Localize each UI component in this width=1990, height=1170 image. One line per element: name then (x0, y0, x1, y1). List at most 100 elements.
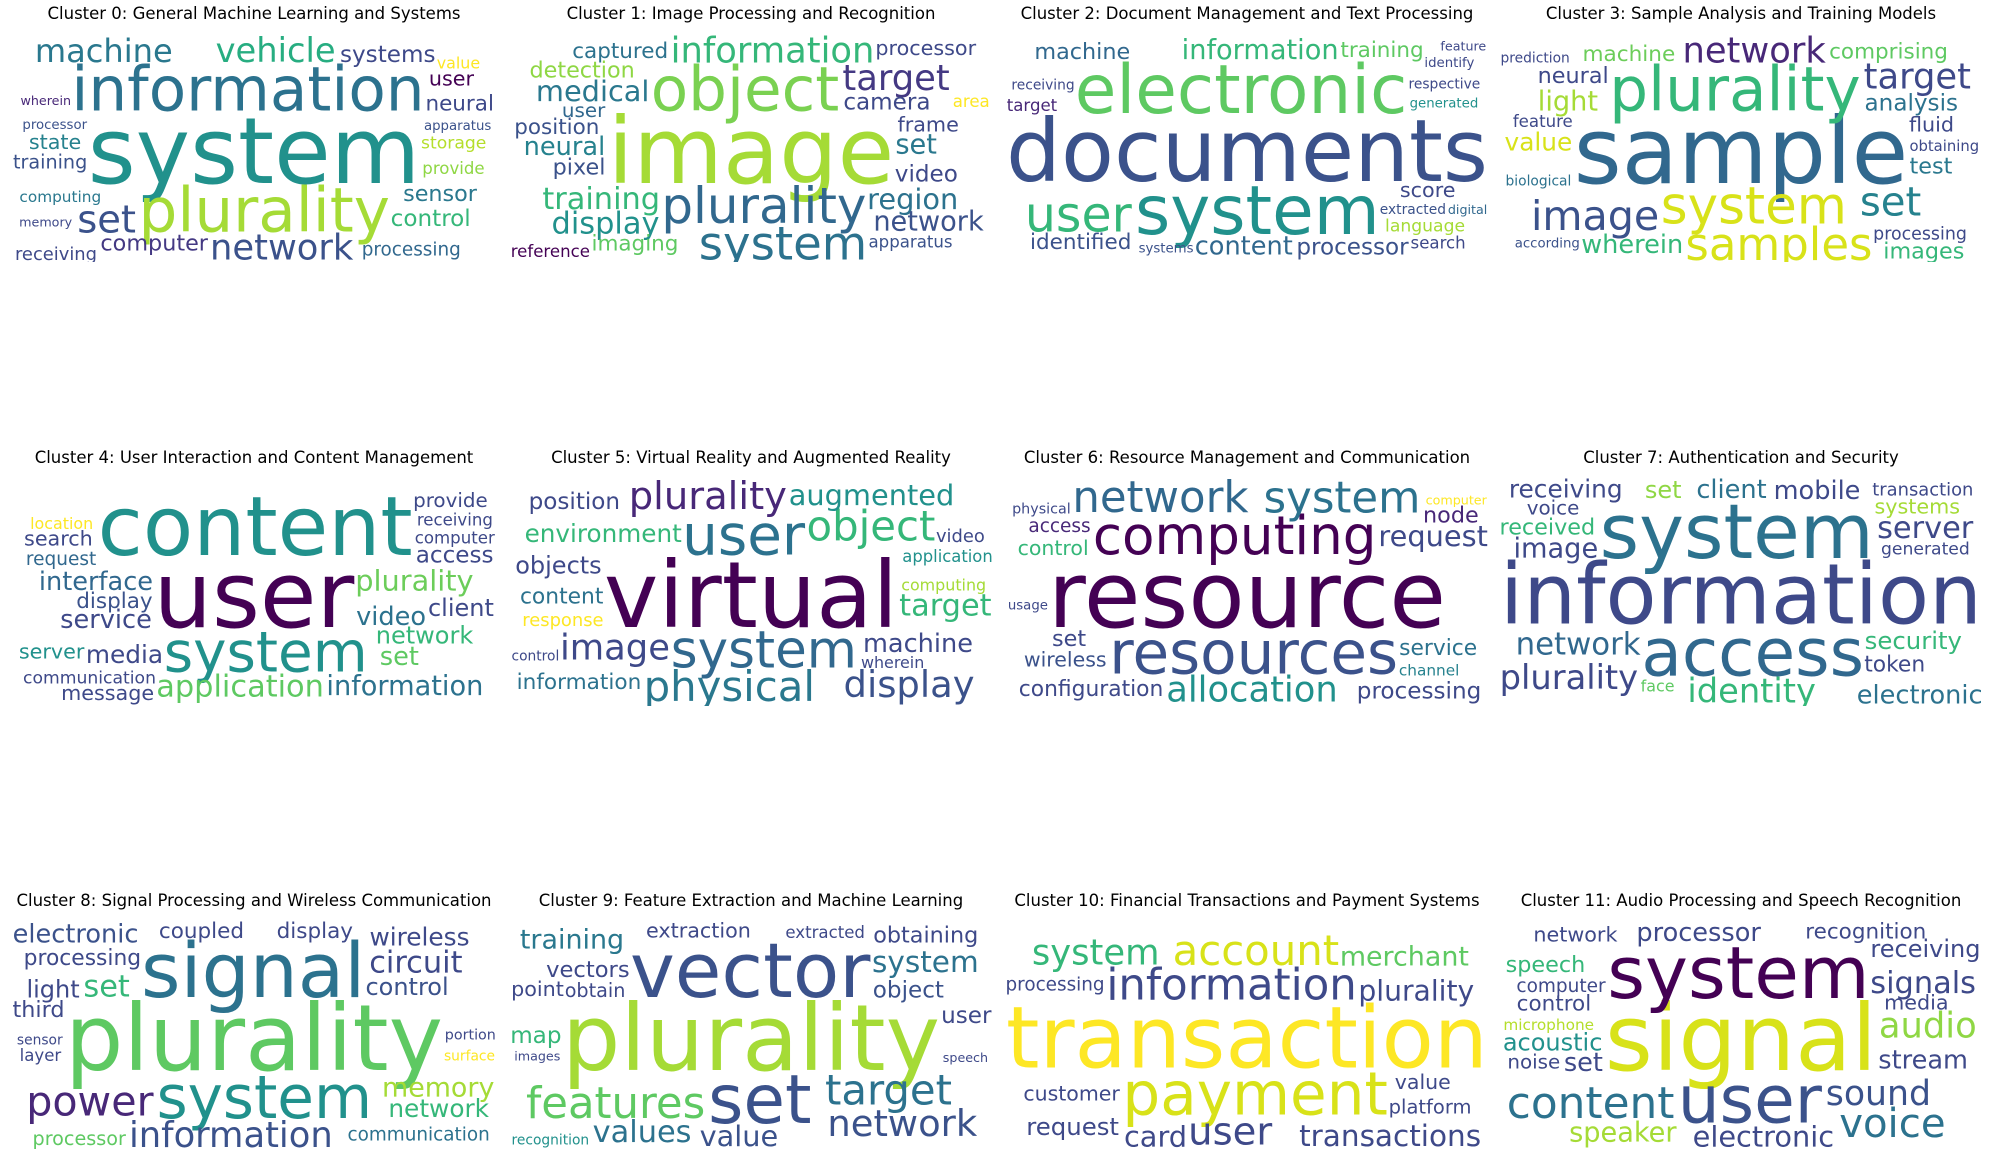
cloud-word: transaction (1872, 480, 1973, 501)
cluster-title: Cluster 11: Audio Processing and Speech … (1520, 891, 1962, 910)
cloud-word: user (682, 504, 806, 569)
cluster-title: Cluster 4: User Interaction and Content … (34, 448, 474, 467)
cloud-word: virtual (604, 542, 898, 649)
cluster-panel: Cluster 2: Document Management and Text … (1003, 0, 1491, 262)
cloud-word: apparatus (424, 119, 491, 134)
cloud-word: channel (1399, 661, 1460, 679)
cloud-word: physical (644, 662, 815, 706)
cloud-word: system (164, 621, 368, 686)
cloud-word: feature (1513, 112, 1573, 131)
cloud-word: map (510, 1023, 561, 1049)
cloud-word: video (356, 602, 426, 632)
cloud-word: speech (943, 1050, 988, 1065)
word-cloud: resource resources computing network system a… (1003, 476, 1491, 706)
cloud-word: electronic (13, 919, 139, 949)
cluster-title: Cluster 9: Feature Extraction and Machin… (538, 891, 964, 910)
cloud-word: wherein (21, 93, 72, 108)
cloud-word: imaging (591, 232, 678, 257)
cloud-word: signals (1870, 966, 1976, 1001)
cloud-word: voice (1527, 496, 1580, 519)
cloud-word: processing (1357, 678, 1481, 704)
cluster-panel: Cluster 4: User Interaction and Content … (10, 444, 498, 706)
cloud-word: user (1025, 187, 1133, 244)
cloud-word: information (671, 32, 875, 72)
cloud-word: features (526, 1079, 705, 1129)
cloud-word: card (1124, 1120, 1187, 1149)
cloud-word: extracted (785, 923, 865, 942)
cloud-word: media (86, 640, 163, 669)
cloud-word: information (1106, 961, 1356, 1011)
cloud-word: media (1884, 990, 1948, 1014)
cloud-word: noise (1507, 1050, 1560, 1073)
cloud-word: acoustic (1503, 1029, 1603, 1057)
cloud-word: machine (1034, 39, 1130, 65)
cloud-word: light (1538, 86, 1599, 117)
cloud-word: pixel (553, 154, 606, 180)
cloud-word: computer (1426, 492, 1488, 507)
cloud-word: plurality (1609, 55, 1860, 126)
cloud-word: sound (1826, 1074, 1931, 1114)
cloud-word: set (83, 970, 130, 1005)
cloud-word: point (511, 977, 564, 1001)
cloud-word: user (154, 542, 355, 649)
cloud-word: processor (33, 1127, 126, 1149)
cloud-word: receiving (1011, 77, 1074, 93)
cloud-word: speech (1506, 952, 1586, 978)
cloud-word: client (1696, 476, 1766, 505)
cloud-word: network (1072, 476, 1248, 523)
cloud-word: machine (35, 32, 173, 70)
cloud-word: augmented (789, 478, 954, 512)
cloud-word: system (1600, 488, 1874, 576)
cloud-word: samples (1685, 218, 1872, 262)
cloud-word: value (1395, 1070, 1451, 1094)
cloud-word: video (895, 161, 958, 187)
cloud-word: access (416, 543, 494, 569)
cloud-word: set (1564, 1048, 1603, 1078)
cloud-word: information (1500, 546, 1982, 644)
cloud-word: set (708, 1060, 811, 1139)
cloud-word: system (88, 98, 421, 205)
cloud-word: content (98, 480, 413, 575)
cloud-word: memory (19, 215, 73, 230)
cloud-word: computing (901, 575, 986, 594)
cloud-word: according (1515, 236, 1580, 251)
cloud-word: prediction (1501, 51, 1570, 67)
cloud-word: usage (1008, 599, 1048, 614)
cloud-word: processing (362, 240, 461, 261)
cloud-word: user (562, 99, 606, 122)
cloud-word: objects (515, 551, 601, 579)
cloud-word: set (1860, 180, 1921, 226)
cluster-panel: Cluster 5: Virtual Reality and Augmented… (507, 444, 995, 706)
cloud-word: information (326, 671, 483, 702)
cloud-word: electronic (1857, 681, 1983, 706)
cloud-word: training (1340, 38, 1423, 63)
cloud-word: provide (413, 489, 488, 512)
cloud-word: light (26, 976, 79, 1004)
cloud-word: resources (1109, 620, 1398, 689)
cloud-word: configuration (1019, 677, 1164, 702)
cloud-word: plurality (1500, 658, 1638, 697)
cloud-word: wireless (1024, 647, 1107, 671)
cloud-word: allocation (1166, 670, 1338, 706)
cluster-title: Cluster 3: Sample Analysis and Training … (1545, 4, 1937, 23)
cloud-word: set (1052, 626, 1086, 652)
word-cloud: image object plurality system information tar… (507, 32, 995, 262)
cloud-word: layer (20, 1046, 62, 1065)
cloud-word: access (1028, 516, 1090, 537)
cloud-word: vectors (546, 957, 629, 983)
cloud-word: display (277, 919, 354, 944)
cloud-word: target (899, 588, 991, 623)
cloud-word: network (1533, 922, 1617, 946)
word-cloud: information system access network identity pl… (1497, 476, 1985, 706)
cloud-word: value (700, 1119, 779, 1149)
cloud-word: control (391, 206, 471, 232)
cloud-word: processing (1005, 975, 1104, 996)
cloud-word: documents (1006, 102, 1488, 202)
cloud-word: digital (1448, 202, 1487, 217)
cloud-word: vehicle (216, 32, 336, 70)
